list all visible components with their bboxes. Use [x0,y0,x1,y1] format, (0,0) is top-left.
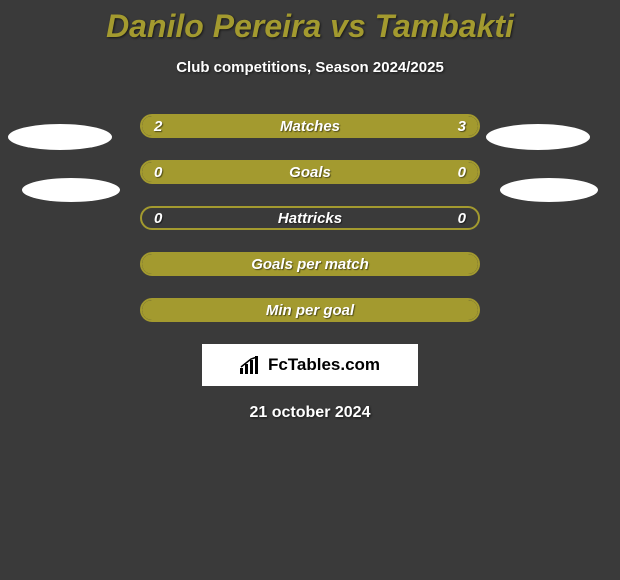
stat-row: Goals per match [0,252,620,276]
stat-row: 0 0 Goals [0,160,620,184]
stat-bar: 0 0 Goals [140,160,480,184]
vs-text: vs [330,8,366,44]
stat-label: Goals [289,164,331,181]
player-b-name: Tambakti [375,8,514,44]
stat-value-left: 0 [154,164,162,181]
stat-label: Goals per match [251,256,369,273]
stat-value-right: 0 [458,164,466,181]
date: 21 october 2024 [0,404,620,422]
chart-icon [240,356,262,374]
stat-value-left: 2 [154,118,162,135]
stat-value-right: 3 [458,118,466,135]
stat-row: Min per goal [0,298,620,322]
stat-bar: 2 3 Matches [140,114,480,138]
stat-row: 0 0 Hattricks [0,206,620,230]
comparison-title: Danilo Pereira vs Tambakti [0,0,620,45]
stat-value-left: 0 [154,210,162,227]
subtitle: Club competitions, Season 2024/2025 [0,59,620,76]
stat-label: Hattricks [278,210,342,227]
stat-bar: Min per goal [140,298,480,322]
stat-label: Matches [280,118,340,135]
player-a-name: Danilo Pereira [106,8,321,44]
logo-text: FcTables.com [268,355,380,375]
stat-row: 2 3 Matches [0,114,620,138]
stat-bar: Goals per match [140,252,480,276]
stat-value-right: 0 [458,210,466,227]
logo-box: FcTables.com [202,344,418,386]
stat-label: Min per goal [266,302,354,319]
stat-bar: 0 0 Hattricks [140,206,480,230]
